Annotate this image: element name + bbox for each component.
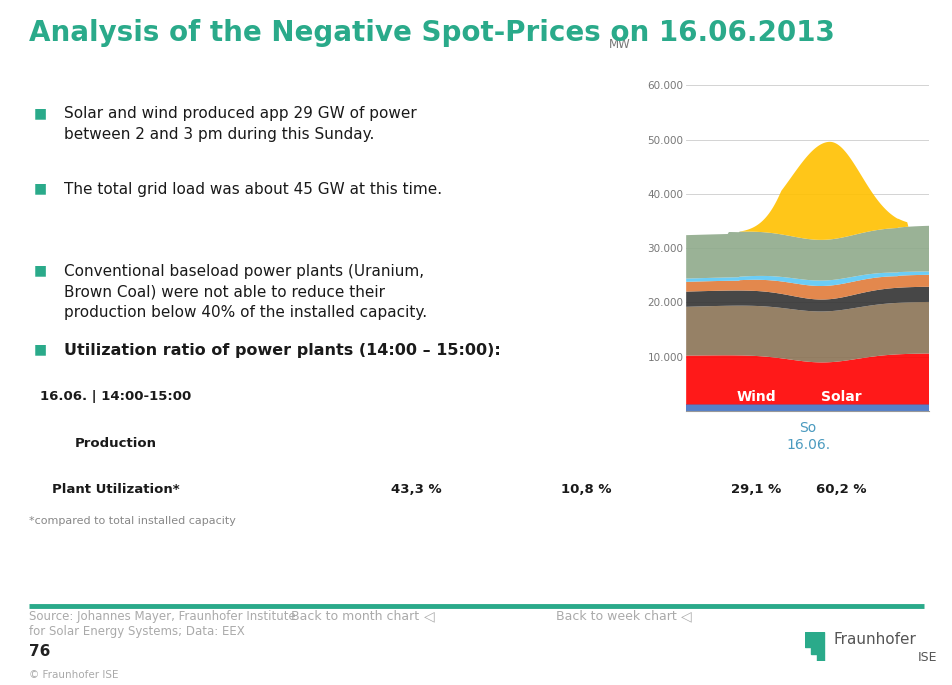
Text: So: So (799, 421, 816, 435)
Text: ■: ■ (33, 342, 47, 356)
Text: © Fraunhofer ISE: © Fraunhofer ISE (29, 670, 118, 680)
Text: 16.06.: 16.06. (785, 438, 829, 452)
Text: ■: ■ (33, 106, 47, 120)
Text: 2,6 GW: 2,6 GW (559, 437, 612, 449)
Text: 43,3 %: 43,3 % (390, 484, 441, 496)
Text: Analysis of the Negative Spot-Prices on 16.06.2013: Analysis of the Negative Spot-Prices on … (29, 19, 834, 47)
Text: PSt: PSt (657, 390, 684, 403)
Text: Plant Utilization*: Plant Utilization* (52, 484, 180, 496)
Text: 6,3 GW: 6,3 GW (304, 437, 357, 449)
Text: MW: MW (607, 38, 629, 51)
Text: ■: ■ (33, 182, 47, 195)
Text: Solar: Solar (821, 390, 861, 403)
Text: 76: 76 (29, 644, 50, 659)
Text: 2,2 GW: 2,2 GW (474, 437, 527, 449)
Text: 60,2 %: 60,2 % (816, 484, 866, 496)
Text: 0,1 GW: 0,1 GW (644, 437, 698, 449)
Text: Source: Johannes Mayer, Fraunhofer Institute
for Solar Energy Systems; Data: EEX: Source: Johannes Mayer, Fraunhofer Insti… (29, 610, 295, 638)
Text: 8,9 %: 8,9 % (480, 484, 521, 496)
Text: Conventional baseload power plants (Uranium,
Brown Coal) were not able to reduce: Conventional baseload power plants (Uran… (64, 264, 426, 319)
Text: 2,0 GW: 2,0 GW (219, 437, 272, 449)
Text: 53,8 %: 53,8 % (220, 484, 270, 496)
Text: 16.06. | 14:00-15:00: 16.06. | 14:00-15:00 (40, 390, 191, 403)
Text: Utilization ratio of power plants (14:00 – 15:00):: Utilization ratio of power plants (14:00… (64, 342, 500, 358)
Bar (810, 632, 818, 653)
Text: 1,0 %: 1,0 % (650, 484, 691, 496)
Text: Production: Production (75, 437, 157, 449)
Text: ISE: ISE (917, 651, 936, 664)
Text: Back to week chart: Back to week chart (555, 610, 676, 623)
Text: 51,8 %: 51,8 % (306, 484, 356, 496)
Text: Fraunhofer: Fraunhofer (833, 632, 916, 647)
Text: *compared to total installed capacity: *compared to total installed capacity (29, 516, 235, 527)
Text: HC: HC (489, 390, 511, 403)
Text: Solar and wind produced app 29 GW of power
between 2 and 3 pm during this Sunday: Solar and wind produced app 29 GW of pow… (64, 106, 416, 142)
Text: BC: BC (406, 390, 426, 403)
Bar (804, 632, 811, 647)
Text: 8,8 GW: 8,8 GW (729, 437, 783, 449)
Text: RoR: RoR (230, 390, 261, 403)
Text: Back to month chart: Back to month chart (291, 610, 419, 623)
Text: Gas: Gas (571, 390, 600, 403)
Text: 29,1 %: 29,1 % (730, 484, 781, 496)
Text: The total grid load was about 45 GW at this time.: The total grid load was about 45 GW at t… (64, 182, 442, 197)
Text: 10,8 %: 10,8 % (561, 484, 611, 496)
Text: Wind: Wind (736, 390, 776, 403)
Text: 9,1 GW: 9,1 GW (388, 437, 443, 449)
Text: 20,1 GW: 20,1 GW (809, 437, 872, 449)
Bar (816, 632, 823, 661)
Text: ◁: ◁ (681, 610, 691, 623)
Text: ■: ■ (33, 264, 47, 277)
Text: ◁: ◁ (424, 610, 434, 623)
Text: Uran: Uran (312, 390, 349, 403)
